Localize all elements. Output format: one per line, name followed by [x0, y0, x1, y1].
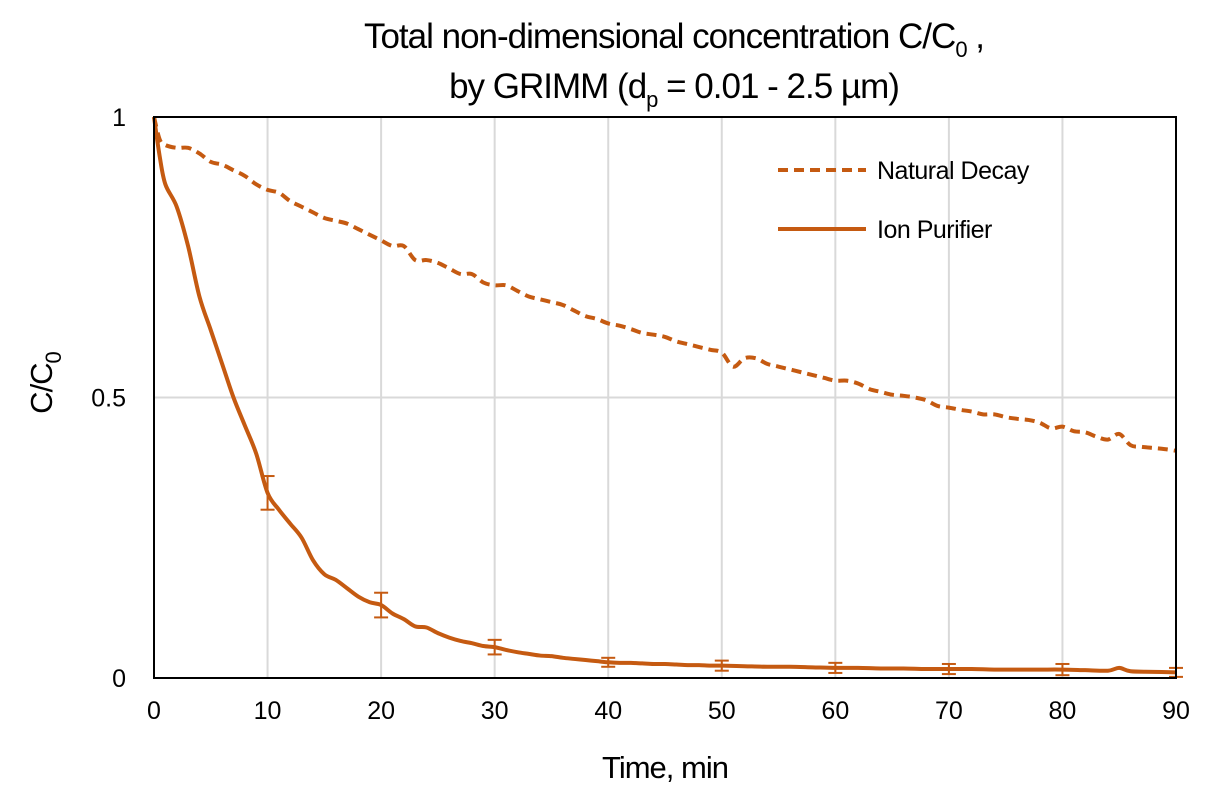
error-bar-30 [487, 638, 502, 656]
grid-lines [154, 117, 1176, 678]
x-tick-label-30: 30 [481, 697, 509, 725]
error-bars [260, 475, 1183, 678]
x-tick-label-50: 50 [708, 697, 736, 725]
x-tick-label-0: 0 [147, 697, 161, 725]
x-axis-label: Time, min [602, 750, 728, 785]
legend-label-natural-decay: Natural Decay [877, 157, 1030, 185]
x-tick-label-20: 20 [367, 697, 395, 725]
error-bar-10 [260, 475, 275, 511]
error-bar-80 [1055, 662, 1070, 677]
series-line-natural-decay [152, 116, 1177, 453]
y-axis-label: C/C0 [24, 351, 66, 413]
error-bar-70 [941, 662, 956, 676]
y-tick-label-1: 1 [112, 104, 126, 132]
error-bar-50 [714, 659, 729, 672]
legend: Natural Decay Ion Purifier [778, 157, 1030, 244]
plot-frame [153, 116, 1177, 679]
series-layer [152, 116, 1177, 675]
chart-title-line-1: Total non-dimensional concentration C/C0… [364, 17, 984, 62]
x-tick-label-70: 70 [935, 697, 963, 725]
y-tick-label-0-5: 0.5 [91, 385, 126, 413]
tick-labels: 0 10 20 30 40 50 60 70 80 90 0 0.5 1 [91, 104, 1190, 725]
chart-title-line-2: by GRIMM (dp = 0.01 - 2.5 µm) [449, 67, 899, 112]
x-tick-label-80: 80 [1049, 697, 1077, 725]
series-line-ion-purifier [152, 116, 1177, 675]
error-bar-40 [601, 656, 616, 668]
legend-label-ion-purifier: Ion Purifier [877, 216, 992, 244]
y-tick-label-0: 0 [112, 665, 126, 693]
x-tick-label-10: 10 [254, 697, 282, 725]
x-tick-label-40: 40 [594, 697, 622, 725]
x-tick-label-60: 60 [821, 697, 849, 725]
error-bar-60 [828, 661, 843, 674]
error-bar-20 [374, 591, 389, 619]
x-tick-label-90: 90 [1162, 697, 1190, 725]
